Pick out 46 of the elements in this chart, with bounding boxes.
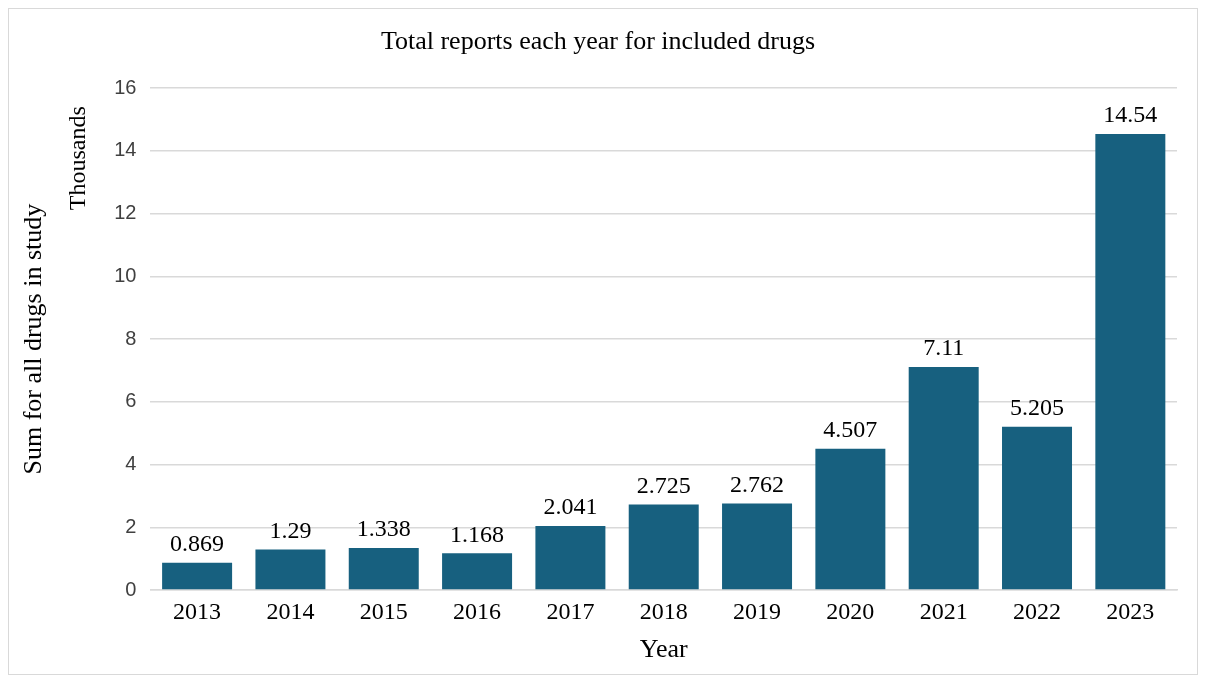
y-tick-label: 10	[114, 263, 137, 286]
bar	[348, 548, 419, 590]
y-tick-label: 2	[125, 514, 137, 537]
x-tick-label: 2017	[546, 597, 595, 624]
data-label: 4.507	[823, 415, 878, 442]
data-label: 14.54	[1103, 101, 1158, 128]
x-tick-label: 2014	[266, 597, 315, 624]
bar	[628, 504, 699, 590]
data-label: 7.11	[923, 334, 965, 361]
bar	[815, 448, 886, 590]
data-label: 0.869	[170, 530, 225, 557]
x-tick-label: 2020	[826, 597, 875, 624]
x-tick-label: 2019	[733, 597, 782, 624]
x-axis-title: Year	[639, 634, 689, 664]
x-tick-label: 2021	[919, 597, 968, 624]
y-tick-label: 14	[114, 138, 137, 161]
data-label: 2.762	[730, 470, 785, 497]
y-tick-label: 12	[114, 201, 137, 224]
y-tick-label: 8	[125, 326, 137, 349]
data-label: 1.168	[450, 520, 505, 547]
x-tick-label: 2022	[1013, 597, 1062, 624]
x-tick-label: 2016	[453, 597, 502, 624]
y-tick-label: 6	[125, 389, 137, 412]
x-tick-label: 2023	[1106, 597, 1155, 624]
data-label: 1.29	[269, 516, 312, 543]
bar	[908, 367, 979, 590]
data-label: 2.041	[543, 493, 598, 520]
x-tick-label: 2018	[639, 597, 688, 624]
y-tick-label: 4	[125, 452, 137, 475]
bar	[722, 503, 793, 590]
bar	[255, 549, 326, 590]
text: Thousands	[64, 106, 91, 211]
chart-title: Total reports each year for included drugs	[380, 26, 816, 56]
bar	[1095, 133, 1166, 590]
data-label: 2.725	[636, 471, 691, 498]
y-tick-label: 16	[114, 75, 137, 98]
x-tick-label: 2013	[173, 597, 222, 624]
data-label: 1.338	[356, 515, 411, 542]
bar	[162, 562, 233, 590]
data-label: 5.205	[1010, 394, 1065, 421]
y-axis-title: Sum for all drugs in study	[18, 203, 48, 475]
y-tick-label: 0	[125, 577, 137, 600]
x-tick-label: 2015	[359, 597, 408, 624]
bar	[1002, 426, 1073, 590]
bar	[535, 525, 606, 590]
bar	[442, 553, 513, 590]
